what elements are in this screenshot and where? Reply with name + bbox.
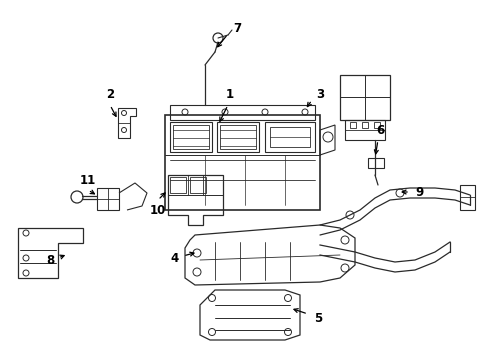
Text: 1: 1: [225, 89, 234, 102]
Bar: [217, 122, 259, 152]
Bar: [269, 127, 309, 147]
Bar: [349, 122, 355, 128]
Bar: [367, 158, 383, 168]
Bar: [361, 122, 367, 128]
Text: 2: 2: [106, 89, 114, 102]
Bar: [264, 122, 314, 152]
Bar: [173, 125, 208, 149]
Text: 11: 11: [80, 174, 96, 186]
Text: 9: 9: [415, 185, 423, 198]
Bar: [170, 122, 212, 152]
Bar: [190, 177, 205, 193]
Text: 10: 10: [149, 203, 166, 216]
Text: 3: 3: [315, 89, 324, 102]
Text: 7: 7: [232, 22, 241, 35]
Text: 4: 4: [170, 252, 179, 265]
Bar: [373, 122, 379, 128]
Bar: [220, 125, 256, 149]
Bar: [170, 177, 185, 193]
Text: 8: 8: [46, 253, 54, 266]
Text: 5: 5: [313, 311, 322, 324]
Text: 6: 6: [375, 123, 384, 136]
